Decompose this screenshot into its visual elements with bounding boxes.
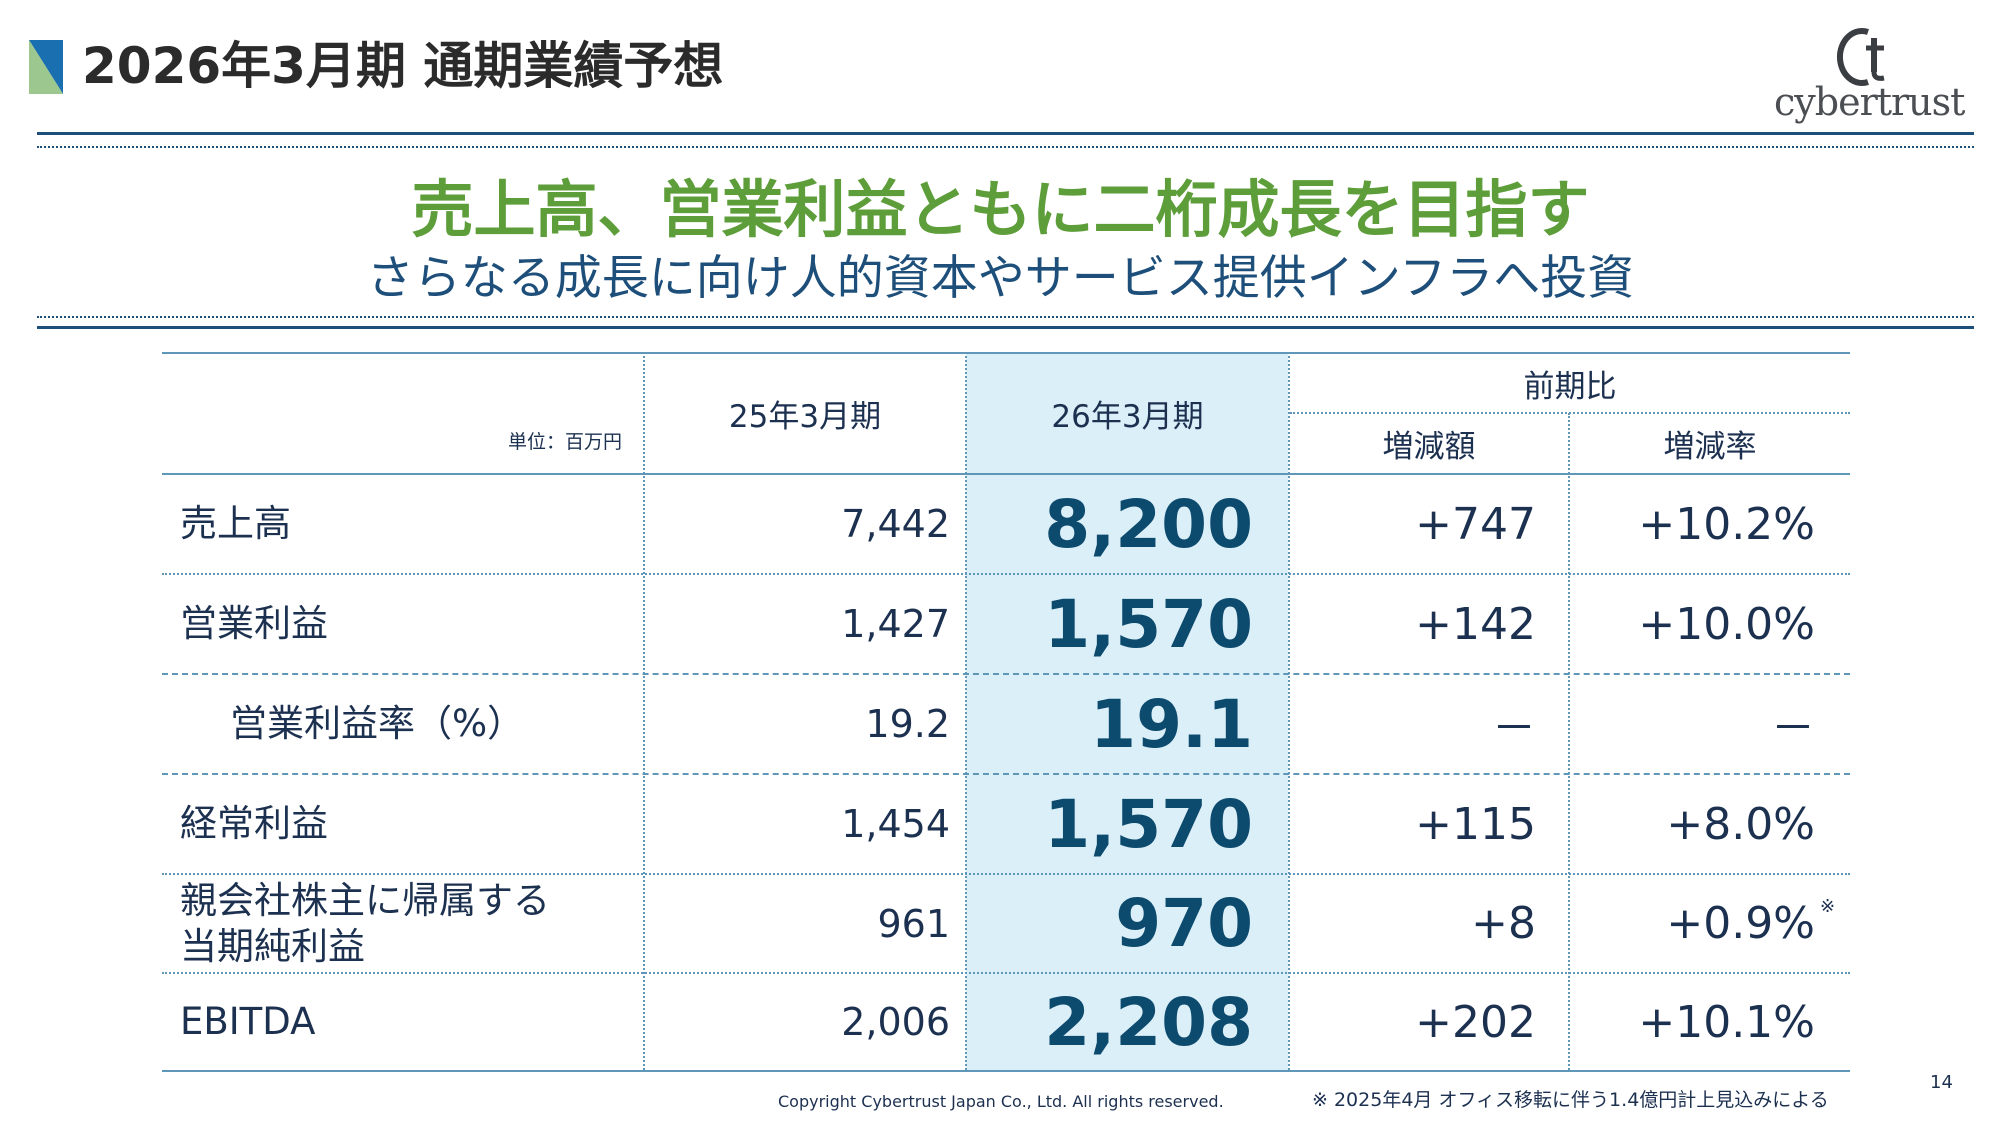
column-divider xyxy=(965,352,967,1070)
row-divider xyxy=(162,972,1850,974)
column-header-forecast: 26年3月期 xyxy=(1051,399,1204,435)
row-divider xyxy=(162,773,1850,775)
forecast-value: 1,570 xyxy=(1044,785,1253,863)
row-label: 親会社株主に帰属する当期純利益 xyxy=(180,878,550,968)
change-amount-value: +747 xyxy=(1415,498,1536,550)
change-amount-value: +202 xyxy=(1415,996,1536,1048)
column-header-change-amount: 増減額 xyxy=(1382,429,1476,465)
change-rate-value: +8.0% xyxy=(1666,798,1815,850)
change-amount-value: +115 xyxy=(1415,798,1536,850)
header-rule-dotted xyxy=(37,146,1974,148)
prev-value: 2,006 xyxy=(841,1000,950,1044)
column-divider xyxy=(643,352,645,1070)
column-divider xyxy=(1568,413,1570,1070)
forecast-value: 8,200 xyxy=(1044,485,1253,563)
page-number: 14 xyxy=(1930,1072,1953,1093)
prev-value: 19.2 xyxy=(865,702,950,746)
headline: 売上高、営業利益ともに二桁成長を目指す xyxy=(411,173,1590,246)
footnote-mark: ※ xyxy=(1820,896,1836,917)
header-rule xyxy=(37,132,1974,135)
column-header-prev: 25年3月期 xyxy=(728,399,882,435)
prev-value: 7,442 xyxy=(841,502,950,546)
change-amount-value: +8 xyxy=(1471,898,1536,949)
table-bottom-border xyxy=(162,1070,1850,1072)
row-label: 営業利益 xyxy=(180,602,328,645)
column-group-header: 前期比 xyxy=(1523,368,1617,405)
footnote: ※ 2025年4月 オフィス移転に伴う1.4億円計上見込みによる xyxy=(1312,1089,1829,1111)
row-divider xyxy=(162,573,1850,575)
table-top-border xyxy=(162,352,1850,354)
header-bottom-border xyxy=(162,473,1850,475)
change-rate-value: － xyxy=(1771,703,1815,754)
row-label: 売上高 xyxy=(180,502,291,545)
headline-rule-dotted xyxy=(37,316,1974,318)
prev-value: 1,454 xyxy=(841,802,950,846)
change-rate-value: +10.0% xyxy=(1638,598,1815,650)
subheadline: さらなる成長に向け人的資本やサービス提供インフラへ投資 xyxy=(366,251,1635,306)
copyright: Copyright Cybertrust Japan Co., Ltd. All… xyxy=(778,1092,1224,1111)
forecast-column-highlight xyxy=(966,352,1288,1070)
row-divider xyxy=(162,673,1850,675)
prev-value: 961 xyxy=(877,901,950,946)
group-header-divider xyxy=(1290,412,1850,414)
change-amount-value: － xyxy=(1492,703,1536,754)
change-rate-value: +0.9% xyxy=(1666,898,1815,949)
title-accent-icon xyxy=(29,40,63,94)
forecast-value: 970 xyxy=(1115,885,1253,962)
unit-label: 単位：百万円 xyxy=(507,430,622,453)
page-title: 2026年3月期 通期業績予想 xyxy=(82,37,724,95)
change-rate-value: +10.1% xyxy=(1638,996,1815,1048)
company-logo: cybertrust xyxy=(1774,24,1965,128)
column-divider xyxy=(1288,352,1290,1070)
row-label: EBITDA xyxy=(180,1000,316,1043)
logo-ct-icon xyxy=(1837,28,1885,86)
row-label: 営業利益率（%） xyxy=(230,702,525,745)
row-label: 経常利益 xyxy=(180,802,328,845)
forecast-value: 2,208 xyxy=(1044,983,1253,1061)
forecast-value: 1,570 xyxy=(1044,585,1253,663)
forecast-value: 19.1 xyxy=(1090,685,1253,763)
logo-text: cybertrust xyxy=(1774,80,1965,124)
row-divider xyxy=(162,873,1850,875)
change-amount-value: +142 xyxy=(1415,598,1536,650)
headline-rule xyxy=(37,326,1974,329)
change-rate-value: +10.2% xyxy=(1638,498,1815,550)
prev-value: 1,427 xyxy=(841,602,950,646)
column-header-change-rate: 増減率 xyxy=(1663,429,1757,465)
